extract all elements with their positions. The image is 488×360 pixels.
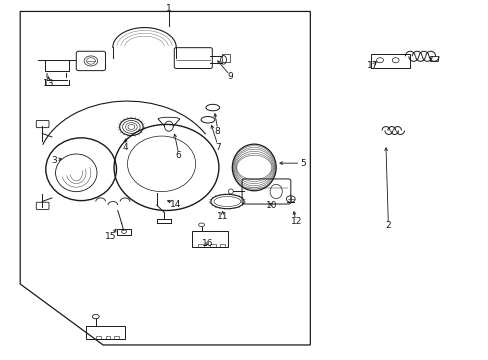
Text: 10: 10 (265, 201, 277, 210)
Text: 6: 6 (176, 152, 181, 161)
Text: 17: 17 (366, 62, 377, 71)
Text: 1: 1 (166, 4, 171, 13)
Text: 11: 11 (216, 212, 228, 221)
Text: 7: 7 (214, 143, 220, 152)
Text: 5: 5 (300, 159, 305, 168)
Text: 13: 13 (42, 79, 54, 88)
Text: 2: 2 (385, 221, 390, 230)
Text: 3: 3 (51, 157, 57, 166)
Text: 14: 14 (169, 199, 181, 208)
Text: 16: 16 (202, 239, 213, 248)
Text: 4: 4 (122, 143, 127, 152)
Text: 9: 9 (226, 72, 232, 81)
Text: 15: 15 (104, 232, 116, 241)
Text: 8: 8 (214, 127, 220, 136)
Text: 12: 12 (290, 217, 301, 226)
